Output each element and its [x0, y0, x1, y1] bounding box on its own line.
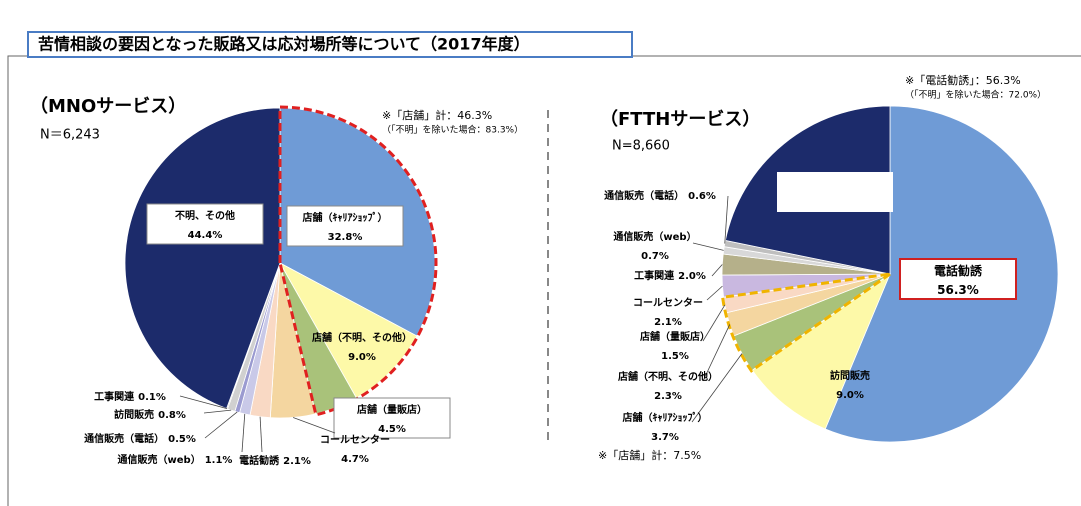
leader-line — [292, 417, 336, 434]
leader-line — [724, 195, 729, 244]
leader-line — [203, 409, 232, 414]
label-box — [146, 203, 264, 245]
leader-line — [691, 353, 743, 423]
leader-line — [259, 416, 263, 453]
category-label: 電話勧誘 — [934, 263, 983, 278]
category-label: 店舗（量販店） — [640, 330, 710, 343]
value-label: 32.8% — [328, 232, 363, 243]
slice-label: 訪問販売 9.0% — [830, 369, 870, 401]
value-label: 9.0% — [348, 352, 376, 363]
category-label: 店舗（ｷｬﾘｱｼｮｯﾌﾟ） — [303, 211, 388, 224]
category-label: 店舗（不明、その他） — [312, 331, 412, 344]
group-outline — [720, 272, 891, 373]
slice-label: 電話勧誘 56.3% — [934, 263, 983, 297]
value-label: 1.5% — [661, 351, 689, 362]
slice-label: 通信販売（電話） 0.5% — [84, 432, 196, 445]
value-label: 9.0% — [836, 390, 864, 401]
slice-label: 店舗（不明、その他） 2.3% — [618, 370, 718, 402]
annotation: （「不明」を除いた場合：72.0%） — [905, 89, 1046, 101]
category-label: 通信販売（電話） — [84, 432, 164, 445]
value-label: 1.1% — [205, 455, 233, 466]
category-label: 店舗（量販店） — [357, 403, 427, 416]
slice-label: 通信販売（web） 1.1% — [118, 453, 233, 466]
value-label: 4.5% — [378, 424, 406, 435]
value-label: 4.7% — [341, 454, 369, 465]
category-label: 不明、その他 — [175, 209, 235, 222]
value-label: 56.3% — [937, 283, 979, 297]
slice-label: 店舗（不明、その他） 9.0% — [312, 331, 412, 363]
category-label: コールセンター — [320, 434, 390, 446]
category-label: 訪問販売 — [830, 369, 870, 382]
value-label: 2.1% — [283, 456, 311, 467]
frame — [7, 55, 1081, 506]
chart-subtitle: N=8,660 — [612, 139, 670, 154]
slice-label: 訪問販売 0.8% — [114, 408, 186, 421]
slice-label: 工事関連 0.1% — [94, 390, 166, 403]
annotation: ※「店舗」計：7.5% — [598, 448, 701, 462]
value-label: 2.1% — [654, 317, 682, 328]
annotation: ※「電話勧誘」：56.3% — [905, 73, 1021, 87]
leader-line — [241, 413, 246, 453]
label-box — [899, 258, 1017, 300]
leader-line — [706, 285, 723, 301]
annotation: （「不明」を除いた場合：83.3%） — [382, 124, 523, 136]
value-label: 2.3% — [654, 391, 682, 402]
category-label: 通信販売（web） — [118, 453, 201, 466]
value-label: 2.0% — [678, 271, 706, 282]
group-outline — [278, 105, 438, 417]
category-label: 通信販売（電話） — [604, 189, 684, 202]
category-label: 不明、その他 — [805, 177, 865, 190]
slice-label: 店舗（ｷｬﾘｱｼｮｯﾌﾟ） 3.7% — [623, 411, 708, 443]
slice-label: 店舗（量販店） 1.5% — [640, 330, 710, 362]
label-box — [286, 205, 404, 247]
category-label: 工事関連 — [94, 390, 135, 403]
leader-line — [702, 324, 731, 382]
slice-label: コールセンター 2.1% — [633, 297, 703, 328]
value-label: 44.4% — [188, 230, 223, 241]
slice-label: コールセンター 4.7% — [320, 434, 390, 465]
chart-title: （FTTHサービス） — [600, 109, 760, 130]
value-label: 3.7% — [651, 432, 679, 443]
label-box — [777, 172, 893, 212]
leader-line — [692, 242, 724, 251]
annotation: ※「店舗」計：46.3% — [382, 108, 492, 122]
chart-subtitle: N＝6,243 — [40, 128, 100, 143]
chart-title: （MNOサービス） — [30, 96, 186, 117]
title-box — [27, 31, 633, 58]
slice-label: 店舗（量販店） 4.5% — [357, 403, 427, 435]
slice-label: 通信販売（電話） 0.6% — [604, 189, 716, 202]
leader-line — [179, 395, 228, 410]
value-label: 0.1% — [138, 392, 166, 403]
leader-line — [711, 264, 723, 277]
leader-line — [702, 304, 726, 342]
slice-label: 不明、その他 44.4% — [175, 209, 235, 241]
slice-label: 通信販売（web） 0.7% — [613, 230, 696, 262]
category-label: 電話勧誘 — [239, 454, 280, 467]
category-label: 訪問販売 — [114, 408, 154, 421]
slice-label: 工事関連 2.0% — [634, 269, 706, 282]
label-box — [333, 397, 451, 439]
pie-slice — [751, 272, 891, 430]
category-label: 工事関連 — [634, 269, 675, 282]
slice-label: 不明、その他 21.8% — [805, 177, 865, 209]
slice-label: 店舗（ｷｬﾘｱｼｮｯﾌﾟ） 32.8% — [303, 211, 388, 243]
category-label: 通信販売（web） — [613, 230, 696, 243]
value-label: 0.7% — [641, 251, 669, 262]
leader-line — [204, 411, 238, 439]
slice-label: 電話勧誘 2.1% — [239, 454, 311, 467]
category-label: 店舗（不明、その他） — [618, 370, 718, 383]
page-title: 苦情相談の要因となった販路又は応対場所等について（2017年度） — [38, 35, 530, 54]
category-label: コールセンター — [633, 297, 703, 309]
value-label: 0.6% — [688, 191, 716, 202]
value-label: 0.5% — [168, 434, 196, 445]
category-label: 店舗（ｷｬﾘｱｼｮｯﾌﾟ） — [623, 411, 708, 424]
value-label: 0.8% — [158, 410, 186, 421]
value-label: 21.8% — [818, 198, 853, 209]
pie-slice — [124, 107, 281, 410]
